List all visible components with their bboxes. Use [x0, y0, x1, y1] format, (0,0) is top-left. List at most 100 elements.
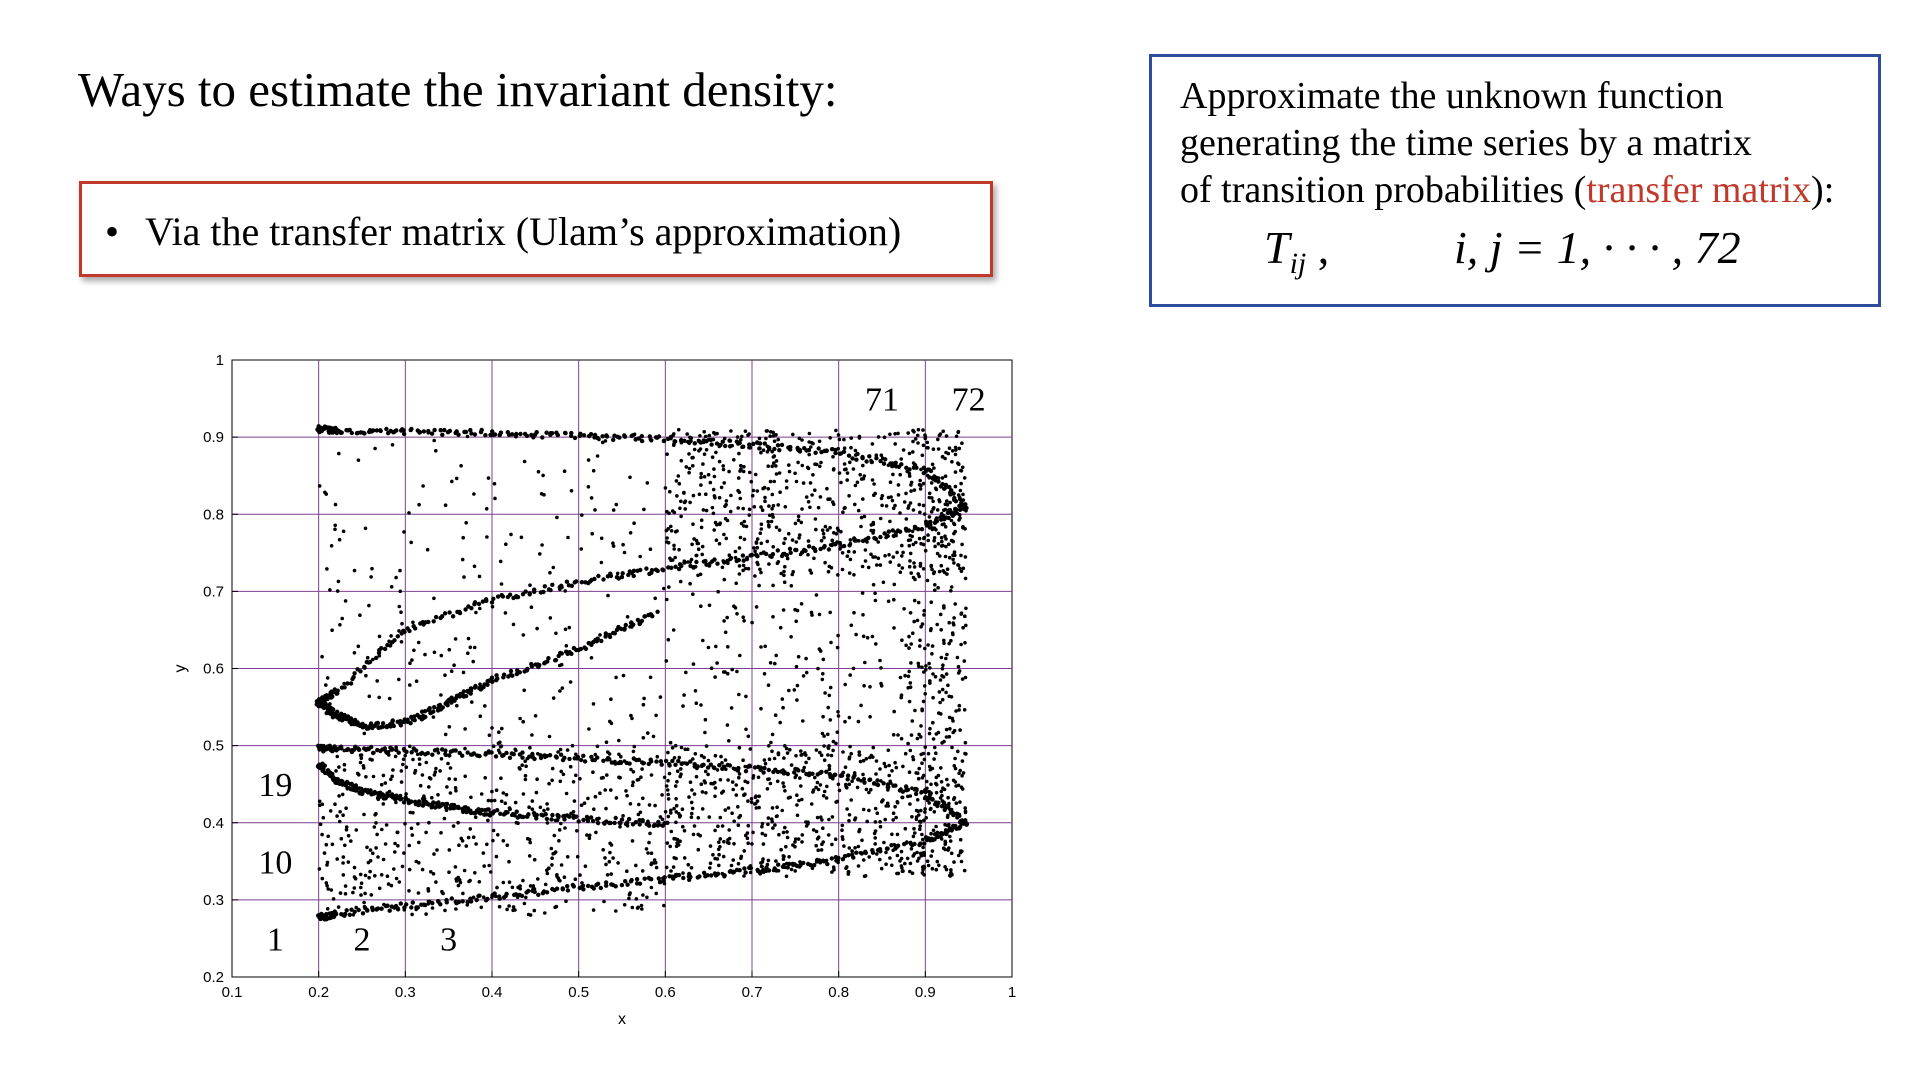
data-point [782, 580, 787, 584]
data-point [727, 841, 731, 845]
info-line-3-pre: of transition probabilities ( [1180, 169, 1587, 211]
data-point [693, 689, 698, 693]
data-point [666, 437, 670, 442]
data-point [890, 863, 894, 868]
data-point [800, 840, 804, 844]
data-point [921, 699, 926, 704]
data-point [964, 623, 968, 628]
data-point [528, 913, 533, 917]
data-point [742, 849, 746, 853]
data-point [817, 858, 822, 862]
data-point [909, 571, 913, 575]
data-point [961, 771, 966, 775]
data-point [451, 824, 456, 828]
data-point [831, 455, 835, 459]
data-point [772, 454, 777, 458]
data-point [915, 771, 920, 775]
data-point [941, 429, 945, 434]
data-point [925, 578, 930, 583]
data-point [856, 508, 861, 513]
data-point [358, 872, 363, 877]
data-point [569, 489, 574, 493]
data-point [903, 826, 908, 831]
data-point [673, 529, 678, 534]
data-point [345, 681, 350, 686]
data-point [743, 779, 747, 784]
data-point [570, 743, 575, 748]
data-point [534, 790, 539, 795]
data-point [786, 531, 791, 536]
data-point [662, 903, 666, 908]
data-point [407, 889, 411, 893]
data-point [416, 802, 421, 808]
data-point [411, 757, 415, 762]
data-point [468, 645, 473, 650]
data-point [653, 596, 657, 601]
data-point [454, 907, 458, 911]
data-point [655, 754, 660, 759]
data-point [953, 602, 957, 606]
y-tick-label: 0.8 [203, 506, 224, 523]
data-point [961, 566, 966, 571]
data-point [647, 803, 652, 807]
data-point [636, 436, 642, 441]
data-point [553, 850, 558, 854]
data-point [418, 621, 423, 626]
data-point [320, 876, 325, 881]
data-point [873, 598, 878, 603]
data-point [947, 484, 952, 490]
data-point [861, 807, 866, 812]
data-point [463, 429, 469, 435]
data-point [429, 870, 433, 874]
data-point [622, 759, 627, 763]
data-point [723, 630, 728, 635]
data-point [501, 791, 506, 795]
data-point [340, 718, 345, 723]
data-point [571, 884, 576, 889]
data-point [923, 646, 927, 651]
data-point [873, 591, 877, 596]
data-point [939, 544, 944, 548]
data-point [485, 682, 490, 687]
data-point [656, 876, 661, 881]
data-point [875, 563, 879, 567]
data-point [705, 765, 711, 770]
data-point [408, 810, 413, 815]
data-point [714, 450, 718, 455]
data-point [696, 541, 701, 546]
data-point [604, 806, 608, 811]
data-point [340, 792, 345, 797]
data-point [873, 842, 877, 846]
data-point [495, 594, 501, 599]
data-point [631, 749, 636, 754]
data-point [926, 863, 931, 868]
data-point [338, 744, 344, 749]
data-point [747, 763, 752, 768]
data-point [634, 863, 638, 868]
data-point [430, 795, 434, 800]
data-point [648, 437, 653, 442]
data-point [845, 554, 850, 558]
data-point [333, 523, 337, 528]
data-point [928, 681, 932, 685]
data-point [800, 438, 804, 442]
data-point [355, 667, 360, 672]
data-point [624, 789, 628, 793]
data-point [634, 897, 639, 901]
data-point [522, 431, 528, 437]
data-point [942, 508, 946, 512]
data-point [809, 571, 814, 575]
data-point [472, 645, 477, 650]
data-point [796, 654, 801, 659]
data-point [771, 583, 775, 588]
data-point [385, 874, 390, 878]
data-point [693, 564, 698, 569]
data-point [680, 807, 685, 811]
data-point [518, 887, 522, 891]
data-point [926, 538, 930, 543]
data-point [859, 703, 863, 708]
data-point [764, 865, 769, 870]
data-point [916, 809, 920, 813]
data-point [577, 885, 582, 891]
data-point [793, 471, 797, 476]
